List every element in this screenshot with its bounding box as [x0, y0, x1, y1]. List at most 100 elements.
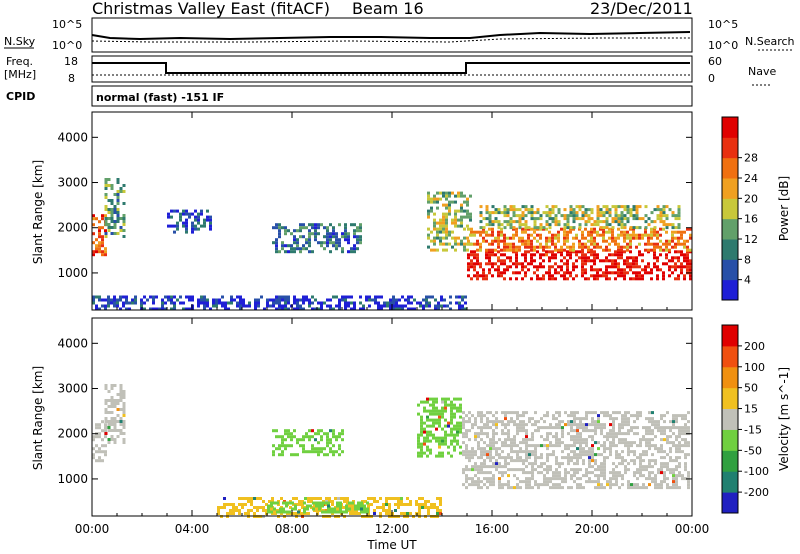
data-cell	[456, 433, 459, 437]
data-cell	[275, 247, 278, 251]
data-cell	[666, 435, 669, 439]
data-cell	[110, 399, 114, 402]
data-cell	[278, 235, 281, 239]
data-cell	[433, 218, 436, 222]
data-cell	[176, 224, 179, 228]
data-cell	[373, 500, 376, 503]
data-cell	[678, 474, 681, 478]
data-cell	[684, 414, 687, 418]
data-cell	[485, 211, 489, 215]
data-cell	[429, 430, 432, 434]
data-cell	[119, 187, 123, 190]
data-cell	[626, 230, 629, 234]
data-cell	[339, 504, 342, 508]
data-cell	[677, 265, 680, 269]
data-cell	[227, 301, 230, 305]
data-cell	[432, 397, 435, 401]
data-cell	[593, 242, 596, 246]
data-cell	[606, 438, 609, 442]
data-cell	[453, 445, 456, 449]
data-cell	[521, 223, 525, 227]
data-cell	[358, 512, 361, 515]
colorbar-tick-label: 50	[744, 382, 758, 395]
data-cell	[241, 503, 244, 506]
data-cell	[533, 245, 536, 249]
data-cell	[584, 268, 587, 272]
data-cell	[617, 262, 620, 266]
data-cell	[546, 438, 549, 442]
data-cell	[110, 411, 114, 414]
data-cell	[185, 221, 188, 225]
data-cell	[621, 450, 624, 454]
data-cell	[492, 465, 495, 469]
data-cell	[301, 506, 304, 509]
data-cell	[548, 250, 551, 254]
data-cell	[575, 259, 578, 263]
data-cell	[353, 232, 356, 236]
data-cell	[534, 483, 537, 487]
data-cell	[460, 218, 463, 222]
data-cell	[454, 194, 457, 198]
data-cell	[578, 217, 582, 221]
data-cell	[566, 277, 569, 281]
data-cell	[320, 241, 323, 245]
data-cell	[582, 447, 585, 451]
data-cell	[497, 223, 501, 227]
data-cell	[206, 298, 209, 302]
data-cell	[687, 474, 690, 478]
data-cell	[605, 217, 609, 221]
data-cell	[666, 483, 669, 487]
data-cell	[445, 194, 448, 198]
data-cell	[582, 423, 585, 427]
data-cell	[525, 471, 528, 475]
data-cell	[116, 220, 120, 223]
data-cell	[215, 301, 218, 305]
data-cell	[217, 506, 220, 509]
data-cell	[599, 259, 602, 263]
data-cell	[113, 226, 117, 229]
data-cell	[474, 417, 477, 421]
data-cell	[551, 250, 554, 254]
freq-panel	[91, 55, 693, 83]
data-cell	[519, 459, 522, 463]
data-cell	[642, 426, 645, 430]
data-cell	[465, 474, 468, 478]
data-cell	[512, 227, 515, 231]
data-cell	[104, 178, 108, 181]
data-cell	[281, 438, 284, 442]
data-cell	[415, 500, 418, 503]
data-cell	[332, 444, 335, 448]
data-cell	[104, 444, 107, 448]
colorbar-tick-label: 15	[744, 403, 758, 416]
data-cell	[391, 497, 394, 500]
data-cell	[330, 507, 333, 511]
data-cell	[537, 456, 540, 460]
data-cell	[668, 248, 671, 252]
data-cell	[415, 503, 418, 506]
data-cell	[594, 453, 597, 457]
date-label: 23/Dec/2011	[590, 0, 693, 18]
data-cell	[504, 441, 507, 445]
data-cell	[537, 426, 540, 430]
data-cell	[656, 242, 659, 246]
data-cell	[270, 510, 273, 514]
data-cell	[639, 456, 642, 460]
data-cell	[573, 438, 576, 442]
data-cell	[438, 445, 441, 449]
data-cell	[308, 438, 311, 442]
data-cell	[507, 486, 510, 490]
data-cell	[635, 245, 638, 249]
data-cell	[620, 268, 623, 272]
data-cell	[442, 212, 445, 216]
data-cell	[512, 208, 516, 212]
data-cell	[457, 218, 460, 222]
data-cell	[486, 456, 489, 460]
data-cell	[332, 295, 335, 299]
data-cell	[152, 307, 155, 311]
data-cell	[572, 268, 575, 272]
data-cell	[545, 223, 549, 227]
data-cell	[410, 295, 413, 299]
data-cell	[444, 436, 447, 440]
data-cell	[203, 307, 206, 311]
data-cell	[675, 450, 678, 454]
